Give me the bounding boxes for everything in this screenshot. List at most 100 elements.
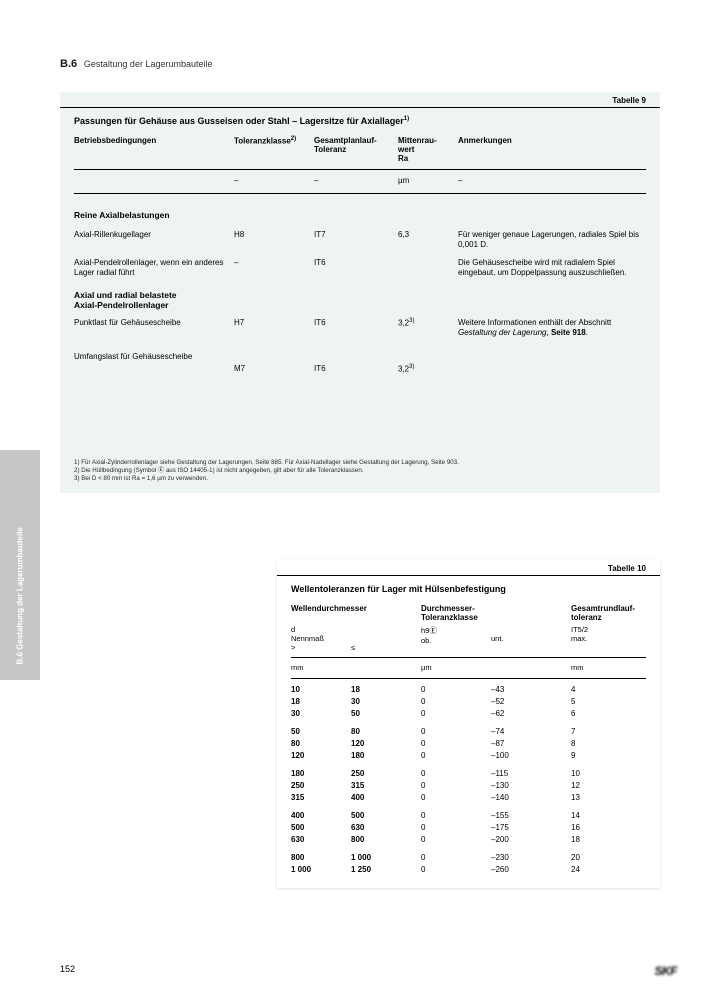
- table-row-cell: 500: [351, 810, 421, 822]
- table-row-cell: 800: [351, 834, 421, 846]
- table-row-cell: 50: [291, 726, 351, 738]
- table-row-cell: 120: [351, 738, 421, 750]
- table-row-cell: 0: [421, 822, 491, 834]
- section-number: B.6: [60, 58, 77, 70]
- col-shaft-dia: Wellendurchmesser: [291, 602, 421, 624]
- table-row-cell: 250: [291, 780, 351, 792]
- table-row-cell: 630: [351, 822, 421, 834]
- table-row-cell: 0: [421, 726, 491, 738]
- table-row-cell: 18: [571, 834, 646, 846]
- page-header: B.6 Gestaltung der Lagerumbauteile: [60, 58, 213, 70]
- table-row-cell: –100: [491, 750, 571, 762]
- table-row-cell: 10: [291, 684, 351, 696]
- table-row-cell: 120: [291, 750, 351, 762]
- table-row-cell: –52: [491, 696, 571, 708]
- section-title: Gestaltung der Lagerumbauteile: [84, 59, 213, 69]
- table-row-cell: –115: [491, 768, 571, 780]
- table-row-cell: 0: [421, 768, 491, 780]
- table-9-grid: Betriebsbedingungen Toleranzklasse2) Ges…: [74, 134, 646, 379]
- table-row-cell: 14: [571, 810, 646, 822]
- table-row-cell: 13: [571, 792, 646, 804]
- table-9-title-text: Passungen für Gehäuse aus Gusseisen oder…: [74, 116, 404, 126]
- table-row-cell: 630: [291, 834, 351, 846]
- table-row-cell: 0: [421, 834, 491, 846]
- table-10-title: Wellentoleranzen für Lager mit Hülsenbef…: [291, 576, 646, 602]
- table-9: Tabelle 9 Passungen für Gehäuse aus Guss…: [60, 92, 660, 493]
- table-row-cell: 0: [421, 852, 491, 864]
- side-tab-label: B.6 Gestaltung der Lagerumbauteile: [16, 461, 25, 665]
- table-row-cell: 0: [421, 750, 491, 762]
- subheading-axial: Reine Axialbelastungen: [74, 200, 646, 226]
- table-9-label: Tabelle 9: [60, 92, 660, 108]
- table-row-cell: 30: [291, 708, 351, 720]
- table-row-cell: –140: [491, 792, 571, 804]
- table-10-grid: Wellendurchmesser Durchmesser- Toleranzk…: [291, 602, 646, 876]
- page-number: 152: [60, 964, 75, 978]
- table-row: Axial-Rillenkugellager: [74, 226, 234, 254]
- table-row-cell: 9: [571, 750, 646, 762]
- table-row-cell: 315: [351, 780, 421, 792]
- table-row-cell: 1 000: [291, 864, 351, 876]
- table-row-cell: 0: [421, 738, 491, 750]
- col-total-runout: Gesamtplanlauf-Toleranz: [314, 134, 398, 165]
- table-row-cell: 4: [571, 684, 646, 696]
- table-row-cell: 1 000: [351, 852, 421, 864]
- footnote: 2) Die Hüllbedingung (Symbol Ⓔ aus ISO 1…: [74, 467, 646, 475]
- footnote: 3) Bei D < 80 mm ist Ra = 1,6 µm zu verw…: [74, 475, 646, 483]
- table-row: Punktlast für Gehäusescheibe: [74, 314, 234, 342]
- table-row: Axial-Pendelrollenlager, wenn ein andere…: [74, 254, 234, 282]
- table-row-cell: 400: [351, 792, 421, 804]
- table-row-cell: –87: [491, 738, 571, 750]
- table-row-cell: 0: [421, 696, 491, 708]
- table-row-cell: 18: [291, 696, 351, 708]
- table-row-cell: –260: [491, 864, 571, 876]
- table-row-cell: 8: [571, 738, 646, 750]
- table-row-cell: 6: [571, 708, 646, 720]
- table-row-cell: 0: [421, 810, 491, 822]
- table-row-cell: 80: [351, 726, 421, 738]
- table-9-footnotes: 1) Für Axial-Zylinderrollenlager siehe G…: [74, 459, 646, 483]
- table-row-cell: 1 250: [351, 864, 421, 876]
- table-row-cell: –230: [491, 852, 571, 864]
- table-10: Tabelle 10 Wellentoleranzen für Lager mi…: [277, 560, 660, 888]
- table-row-cell: –155: [491, 810, 571, 822]
- table-row-cell: 250: [351, 768, 421, 780]
- table-row-cell: 24: [571, 864, 646, 876]
- table-row-cell: 16: [571, 822, 646, 834]
- table-row-cell: 0: [421, 792, 491, 804]
- table-row: Umfangslast für Gehäusescheibe: [74, 342, 234, 379]
- table-row-cell: 800: [291, 852, 351, 864]
- table-row-cell: 180: [351, 750, 421, 762]
- table-row-cell: 0: [421, 780, 491, 792]
- table-row-cell: –74: [491, 726, 571, 738]
- table-row-cell: 12: [571, 780, 646, 792]
- side-tab: B.6 Gestaltung der Lagerumbauteile: [0, 450, 40, 680]
- table-row-cell: 5: [571, 696, 646, 708]
- table-row-cell: 400: [291, 810, 351, 822]
- table-10-label: Tabelle 10: [277, 560, 660, 576]
- brand-logo: SKF: [655, 964, 678, 978]
- page-footer: 152 SKF: [60, 964, 677, 978]
- sup-1: 1): [404, 116, 409, 122]
- table-row-cell: 18: [351, 684, 421, 696]
- table-row-cell: 50: [351, 708, 421, 720]
- table-row-cell: –200: [491, 834, 571, 846]
- col-ra: Mittenrau- wert Ra: [398, 134, 458, 165]
- col-runout: Gesamtrundlauf- toleranz: [571, 602, 646, 624]
- table-row-cell: 0: [421, 684, 491, 696]
- table-row-cell: 30: [351, 696, 421, 708]
- table-row-cell: 10: [571, 768, 646, 780]
- table-row-cell: –130: [491, 780, 571, 792]
- col-conditions: Betriebsbedingungen: [74, 134, 234, 165]
- table-row-cell: 0: [421, 708, 491, 720]
- table-row-cell: 315: [291, 792, 351, 804]
- subheading-axial-radial: Axial und radial belastete Axial-Pendelr…: [74, 282, 646, 314]
- table-row-cell: 7: [571, 726, 646, 738]
- table-row-cell: –43: [491, 684, 571, 696]
- table-row-cell: 180: [291, 768, 351, 780]
- table-row-cell: –62: [491, 708, 571, 720]
- table-row-cell: 0: [421, 864, 491, 876]
- table-row-cell: –175: [491, 822, 571, 834]
- col-dia-tol: Durchmesser- Toleranzklasse: [421, 602, 571, 624]
- col-notes: Anmerkungen: [458, 134, 646, 165]
